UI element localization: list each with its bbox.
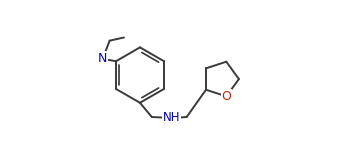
Text: NH: NH [163, 111, 180, 124]
Text: O: O [221, 90, 231, 103]
Text: N: N [98, 52, 107, 65]
